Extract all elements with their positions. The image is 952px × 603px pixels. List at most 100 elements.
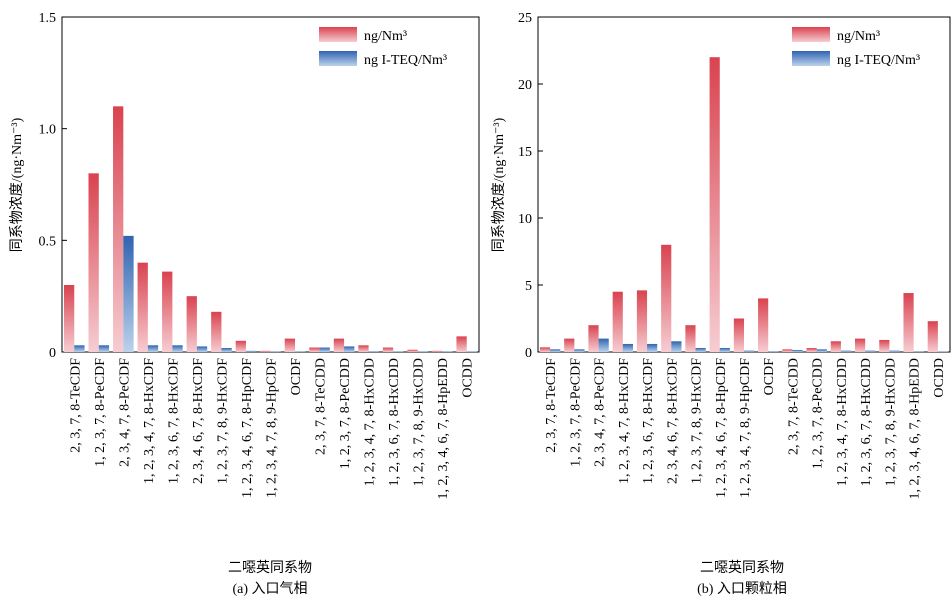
legend-swatch-teq [319,51,357,66]
bar-ng-8 [235,340,246,352]
bar-ng-14 [382,347,394,352]
x-tick-label: 1, 2, 3, 4, 6, 7, 8-HpCDF [714,358,729,498]
x-tick-label: OCDD [932,358,947,398]
bar-teq-11 [319,347,330,352]
panel-caption: (a) 入口气相 [232,581,307,597]
x-tick-label: 1, 2, 3, 4, 6, 7, 8-HpEDD [908,358,923,500]
bar-teq-1 [550,349,561,352]
x-tick-label: 1, 2, 3, 4, 7, 8-HxCDD [835,358,850,486]
x-tick-label: OCDF [762,358,777,396]
bar-teq-2 [98,345,110,352]
bar-teq-12 [344,346,355,352]
bar-ng-13 [830,341,841,352]
bar-teq-12 [816,349,827,352]
bar-ng-15 [407,349,418,352]
x-tick-label: 1, 2, 3, 7, 8-PeCDD [338,358,353,469]
x-tick-label: 1, 2, 3, 7, 8, 9-HxCDD [412,358,427,486]
bar-ng-6 [186,296,197,352]
bar-teq-13 [840,350,852,352]
bar-teq-10 [295,351,306,352]
x-tick-label: 1, 2, 3, 7, 8, 9-HxCDF [690,358,705,484]
y-axis-ticks: 0 0.5 1.0 1.5 [39,11,67,361]
legend-swatch-ng [319,27,357,42]
y-tick-label: 0 [525,346,532,361]
bar-ng-3 [588,325,599,352]
legend-label-teq: ng I-TEQ/Nm³ [364,53,447,68]
x-tick-label: 2, 3, 7, 8-TeCDD [786,358,801,455]
bar-teq-15 [889,350,900,352]
x-tick-label: 1, 2, 3, 4, 6, 7, 8-HpEDD [436,358,451,500]
panel-caption: (b) 入口颗粒相 [697,581,787,597]
bar-teq-17 [466,351,478,352]
bar-ng-11 [309,347,320,352]
bar-teq-3 [123,235,134,352]
bar-ng-7 [685,325,696,352]
bar-ng-12 [333,338,345,352]
bar-teq-4 [147,345,159,352]
y-tick-label: 1.0 [39,123,57,138]
chart-panel-b: 0 5 10 15 20 25 2, 3, 7, 8-TeCDF 1, 2, 3, 7, 8… [491,11,951,597]
legend: ng/Nm³ ng I-TEQ/Nm³ [792,27,920,68]
x-axis-label: 二噁英同系物 [700,559,784,576]
bar-teq-9 [744,350,755,352]
bar-ng-6 [661,244,672,352]
x-tick-label: 1, 2, 3, 4, 7, 8, 9-HpCDF [738,358,753,498]
y-tick-label: 5 [525,279,532,294]
bar-ng-1 [539,347,551,352]
y-tick-label: 25 [518,11,532,26]
bar-teq-8 [245,350,257,352]
y-tick-label: 10 [518,212,532,227]
bar-ng-4 [612,291,623,352]
bar-teq-5 [172,345,183,352]
bar-ng-1 [63,285,75,352]
bar-ng-13 [358,345,369,352]
bar-ng-11 [782,349,793,352]
bar-teq-17 [937,351,949,352]
legend-label-ng: ng/Nm³ [837,29,880,44]
bar-teq-16 [913,351,924,352]
legend-swatch-ng [792,27,830,42]
bar-teq-5 [647,343,658,352]
x-tick-label: OCDD [461,358,476,398]
bar-ng-3 [113,106,124,352]
legend-swatch-teq [792,51,830,66]
bar-teq-6 [671,341,682,352]
x-tick-label: 1, 2, 3, 4, 6, 7, 8-HpCDF [240,358,255,498]
bar-ng-17 [927,321,938,352]
x-tick-label: 1, 2, 3, 7, 8-PeCDF [93,358,108,467]
x-tick-label: 1, 2, 3, 6, 7, 8-HxCDD [387,358,402,486]
x-tick-label: 2, 3, 4, 7, 8-PeCDF [117,358,132,467]
legend-label-ng: ng/Nm³ [364,29,407,44]
bar-ng-12 [806,347,817,352]
x-tick-label: 1, 2, 3, 4, 7, 8-HxCDF [142,358,157,484]
bar-ng-16 [431,350,443,352]
bar-ng-2 [564,338,575,352]
x-tick-label: OCDF [289,358,304,396]
bar-ng-10 [758,298,769,352]
x-tick-label: 1, 2, 3, 4, 7, 8-HxCDF [617,358,632,484]
bar-ng-2 [88,173,99,352]
chart-panel-a: 0 0.5 1.0 1.5 2, 3, 7, 8-TeCDF 1, 2, 3, 7, 8… [9,11,480,597]
bar-ng-10 [284,338,296,352]
bar-teq-7 [221,347,232,352]
x-tick-label: 1, 2, 3, 7, 8, 9-HxCDD [883,358,898,486]
bar-teq-11 [792,349,803,352]
y-tick-label: 0 [49,346,56,361]
bar-teq-7 [695,347,706,352]
bars [539,57,949,352]
bar-teq-9 [270,351,281,352]
bar-teq-2 [574,349,585,352]
x-tick-label: 2, 3, 4, 7, 8-PeCDF [593,358,608,467]
x-tick-label: 1, 2, 3, 7, 8-PeCDF [568,358,583,467]
x-tick-label: 1, 2, 3, 6, 7, 8-HxCDF [641,358,656,484]
x-tick-label: 2, 3, 7, 8-TeCDF [68,358,83,453]
bar-teq-16 [442,351,453,352]
x-axis-label: 二噁英同系物 [228,559,312,576]
x-tick-label: 2, 3, 4, 6, 7, 8-HxCDF [665,358,680,484]
bar-teq-4 [622,343,634,352]
y-tick-label: 20 [518,78,532,93]
x-tick-label: 2, 3, 4, 6, 7, 8-HxCDF [191,358,206,484]
bar-teq-14 [393,351,404,352]
x-tick-label: 1, 2, 3, 7, 8-PeCDD [811,358,826,469]
